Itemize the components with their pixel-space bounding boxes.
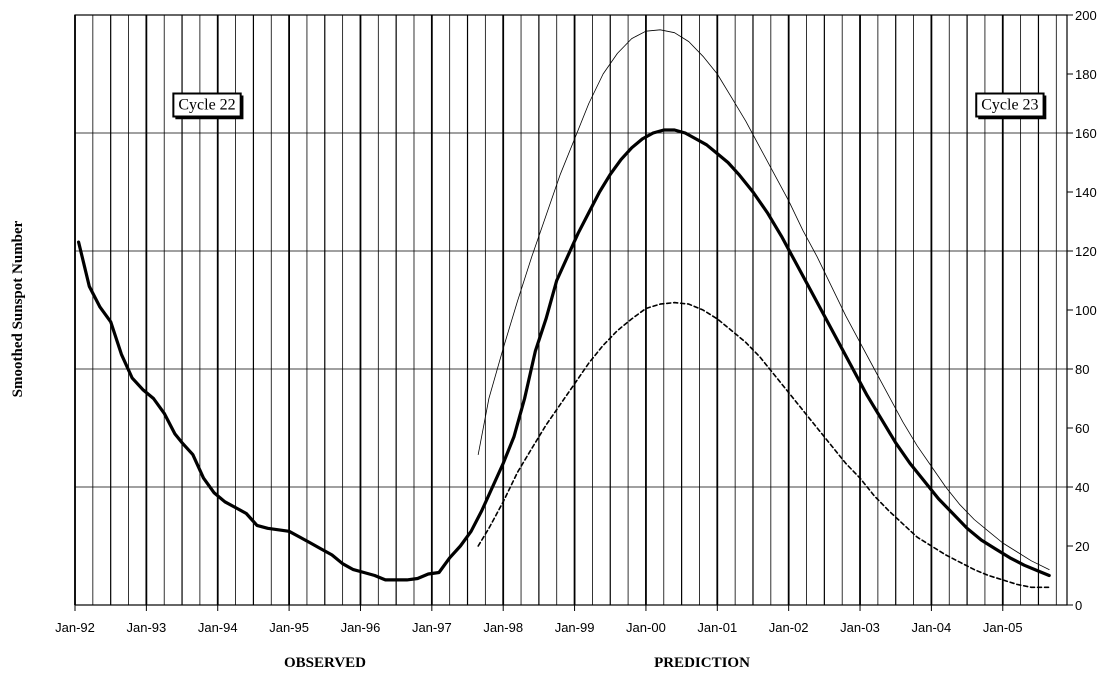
tick-labels: Jan-92 Jan-93 Jan-94 Jan-95 Jan-96 Jan-97 Jan-… xyxy=(55,8,1097,635)
x-tick-label: Jan-01 xyxy=(697,620,737,635)
series-group xyxy=(77,29,1051,589)
y-tick-label: 160 xyxy=(1075,126,1097,141)
prediction-label: PREDICTION xyxy=(654,655,750,671)
series-line-thin-solid xyxy=(477,29,1050,570)
x-tick-label: Jan-05 xyxy=(983,620,1023,635)
x-tick-label: Jan-94 xyxy=(198,620,238,635)
observed-label: OBSERVED xyxy=(284,655,366,671)
cycle-label-box: Cycle 23 xyxy=(975,92,1047,120)
x-tick-label: Jan-03 xyxy=(840,620,880,635)
x-tick-label: Jan-96 xyxy=(341,620,381,635)
y-tick-label: 60 xyxy=(1075,421,1089,436)
series-line-dashed xyxy=(477,301,1050,589)
cycle-label-shadow xyxy=(978,95,1047,120)
x-tick-label: Jan-98 xyxy=(483,620,523,635)
y-tick-label: 180 xyxy=(1075,67,1097,82)
y-tick-label: 100 xyxy=(1075,303,1097,318)
y-tick-label: 200 xyxy=(1075,8,1097,23)
y-tick-label: 140 xyxy=(1075,185,1097,200)
cycle-label-frame xyxy=(172,92,242,118)
y-tick-label: 80 xyxy=(1075,362,1089,377)
series-line-thick-solid xyxy=(77,128,1051,582)
y-tick-label: 0 xyxy=(1075,598,1082,613)
x-tick-label: Jan-97 xyxy=(412,620,452,635)
cycle-label-shadow xyxy=(175,95,244,120)
y-tick-label: 20 xyxy=(1075,539,1089,554)
annotations: Cycle 22 Cycle 23 xyxy=(172,92,1047,120)
x-tick-label: Jan-95 xyxy=(269,620,309,635)
x-tick-label: Jan-99 xyxy=(555,620,595,635)
x-tick-label: Jan-04 xyxy=(912,620,952,635)
cycle-label-text: Cycle 23 xyxy=(981,97,1038,114)
y-tick-label: 40 xyxy=(1075,480,1089,495)
y-tick-label: 120 xyxy=(1075,244,1097,259)
cycle-label-text: Cycle 22 xyxy=(178,97,235,114)
x-tick-label: Jan-00 xyxy=(626,620,666,635)
x-tick-label: Jan-93 xyxy=(126,620,166,635)
cycle-label-frame xyxy=(975,92,1045,118)
x-tick-label: Jan-02 xyxy=(769,620,809,635)
axes xyxy=(74,14,1073,611)
x-tick-label: Jan-92 xyxy=(55,620,95,635)
cycle-label-box: Cycle 22 xyxy=(172,92,244,120)
grid xyxy=(74,15,1067,605)
y-axis-label: Smoothed Sunspot Number xyxy=(10,220,26,397)
